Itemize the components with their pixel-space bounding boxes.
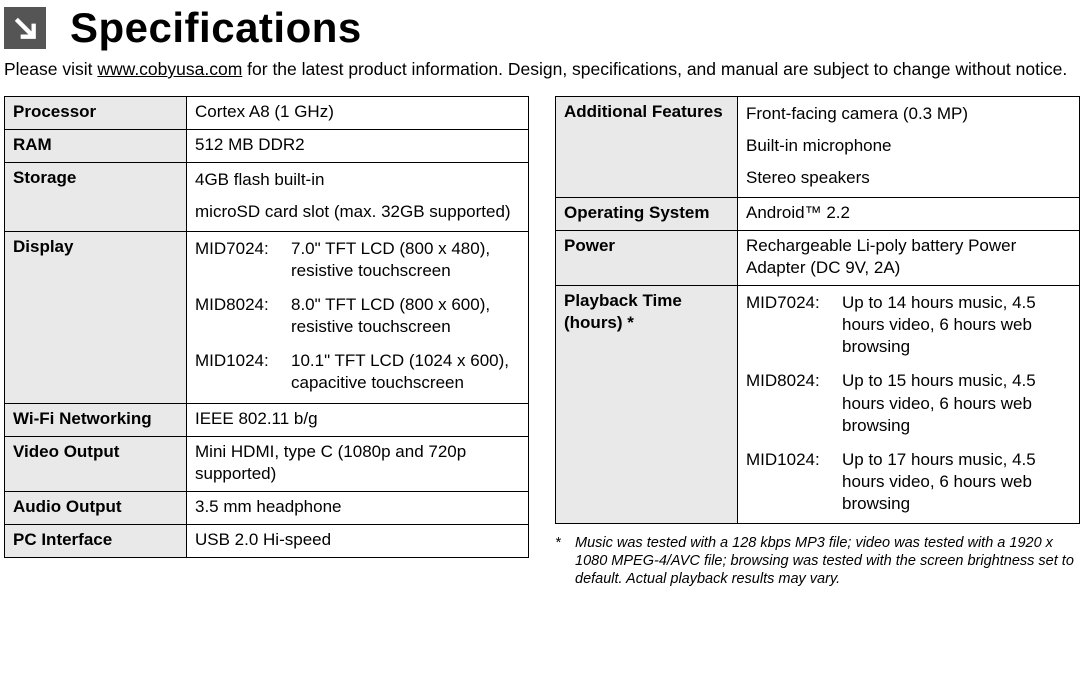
row-value: 4GB flash built-in microSD card slot (ma… bbox=[187, 162, 529, 231]
model-key: MID8024: bbox=[746, 370, 842, 392]
table-row: Processor Cortex A8 (1 GHz) bbox=[5, 96, 529, 129]
intro-text: Please visit www.cobyusa.com for the lat… bbox=[4, 58, 1080, 82]
arrow-down-right-icon bbox=[4, 7, 46, 49]
row-value: IEEE 802.11 b/g bbox=[187, 403, 529, 436]
table-row: Video Output Mini HDMI, type C (1080p an… bbox=[5, 436, 529, 491]
addl-line-3: Stereo speakers bbox=[746, 167, 1071, 189]
intro-suffix: for the latest product information. Desi… bbox=[242, 59, 1067, 79]
table-row: RAM 512 MB DDR2 bbox=[5, 129, 529, 162]
spec-table-left: Processor Cortex A8 (1 GHz) RAM 512 MB D… bbox=[4, 96, 529, 558]
row-label: Operating System bbox=[556, 197, 738, 230]
row-value: MID7024: 7.0" TFT LCD (800 x 480), resis… bbox=[187, 232, 529, 404]
model-key: MID8024: bbox=[195, 294, 291, 316]
table-row: Operating System Android™ 2.2 bbox=[556, 197, 1080, 230]
table-row: Display MID7024: 7.0" TFT LCD (800 x 480… bbox=[5, 232, 529, 404]
playback-row-0: MID7024: Up to 14 hours music, 4.5 hours… bbox=[746, 292, 1071, 358]
footnote-text: Music was tested with a 128 kbps MP3 fil… bbox=[575, 534, 1080, 588]
model-key: MID1024: bbox=[195, 350, 291, 372]
row-value: MID7024: Up to 14 hours music, 4.5 hours… bbox=[738, 286, 1080, 524]
row-label: Wi-Fi Networking bbox=[5, 403, 187, 436]
model-desc: Up to 14 hours music, 4.5 hours video, 6… bbox=[842, 292, 1071, 358]
row-value: 3.5 mm headphone bbox=[187, 491, 529, 524]
right-column: Additional Features Front-facing camera … bbox=[555, 96, 1080, 589]
row-label: Additional Features bbox=[556, 96, 738, 197]
footnote: * Music was tested with a 128 kbps MP3 f… bbox=[555, 534, 1080, 588]
row-label: RAM bbox=[5, 129, 187, 162]
playback-row-2: MID1024: Up to 17 hours music, 4.5 hours… bbox=[746, 449, 1071, 515]
table-row: Wi-Fi Networking IEEE 802.11 b/g bbox=[5, 403, 529, 436]
table-row: Power Rechargeable Li-poly battery Power… bbox=[556, 231, 1080, 286]
display-row-2: MID1024: 10.1" TFT LCD (1024 x 600), cap… bbox=[195, 350, 520, 394]
storage-line-2: microSD card slot (max. 32GB supported) bbox=[195, 201, 520, 223]
model-desc: 8.0" TFT LCD (800 x 600), resistive touc… bbox=[291, 294, 520, 338]
model-key: MID1024: bbox=[746, 449, 842, 471]
model-desc: Up to 15 hours music, 4.5 hours video, 6… bbox=[842, 370, 1071, 436]
display-row-0: MID7024: 7.0" TFT LCD (800 x 480), resis… bbox=[195, 238, 520, 282]
row-label: Video Output bbox=[5, 436, 187, 491]
model-desc: 7.0" TFT LCD (800 x 480), resistive touc… bbox=[291, 238, 520, 282]
row-value: Rechargeable Li-poly battery Power Adapt… bbox=[738, 231, 1080, 286]
page-title-row: Specifications bbox=[4, 4, 1080, 52]
row-value: Android™ 2.2 bbox=[738, 197, 1080, 230]
row-value: Mini HDMI, type C (1080p and 720p suppor… bbox=[187, 436, 529, 491]
row-value: Cortex A8 (1 GHz) bbox=[187, 96, 529, 129]
row-label: PC Interface bbox=[5, 524, 187, 557]
table-row: PC Interface USB 2.0 Hi-speed bbox=[5, 524, 529, 557]
row-value: USB 2.0 Hi-speed bbox=[187, 524, 529, 557]
addl-line-2: Built-in microphone bbox=[746, 135, 1071, 157]
row-value: Front-facing camera (0.3 MP) Built-in mi… bbox=[738, 96, 1080, 197]
playback-row-1: MID8024: Up to 15 hours music, 4.5 hours… bbox=[746, 370, 1071, 436]
model-desc: Up to 17 hours music, 4.5 hours video, 6… bbox=[842, 449, 1071, 515]
display-row-1: MID8024: 8.0" TFT LCD (800 x 600), resis… bbox=[195, 294, 520, 338]
row-value: 512 MB DDR2 bbox=[187, 129, 529, 162]
spec-table-right: Additional Features Front-facing camera … bbox=[555, 96, 1080, 524]
row-label: Power bbox=[556, 231, 738, 286]
intro-prefix: Please visit bbox=[4, 59, 97, 79]
addl-line-1: Front-facing camera (0.3 MP) bbox=[746, 103, 1071, 125]
model-key: MID7024: bbox=[746, 292, 842, 314]
row-label: Storage bbox=[5, 162, 187, 231]
table-row: Additional Features Front-facing camera … bbox=[556, 96, 1080, 197]
table-row: Audio Output 3.5 mm headphone bbox=[5, 491, 529, 524]
storage-line-1: 4GB flash built-in bbox=[195, 169, 520, 191]
table-row: Playback Time (hours) * MID7024: Up to 1… bbox=[556, 286, 1080, 524]
table-row: Storage 4GB flash built-in microSD card … bbox=[5, 162, 529, 231]
model-key: MID7024: bbox=[195, 238, 291, 260]
footnote-star: * bbox=[555, 534, 569, 552]
row-label: Playback Time (hours) * bbox=[556, 286, 738, 524]
row-label: Display bbox=[5, 232, 187, 404]
left-column: Processor Cortex A8 (1 GHz) RAM 512 MB D… bbox=[4, 96, 529, 558]
model-desc: 10.1" TFT LCD (1024 x 600), capacitive t… bbox=[291, 350, 520, 394]
page-title: Specifications bbox=[70, 4, 362, 52]
row-label: Processor bbox=[5, 96, 187, 129]
intro-link[interactable]: www.cobyusa.com bbox=[97, 59, 242, 79]
row-label: Audio Output bbox=[5, 491, 187, 524]
